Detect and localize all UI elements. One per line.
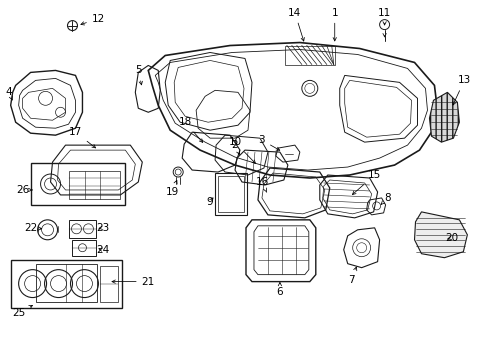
Text: 20: 20: [444, 233, 457, 243]
Text: 5: 5: [135, 66, 142, 85]
Bar: [68, 220, 96, 238]
Text: 7: 7: [347, 267, 356, 285]
Text: 2: 2: [231, 140, 239, 154]
Text: 25: 25: [12, 305, 32, 319]
Text: 10: 10: [228, 137, 255, 163]
Text: 21: 21: [112, 276, 155, 287]
Text: 18: 18: [178, 117, 203, 143]
Text: 19: 19: [165, 180, 179, 197]
Text: 11: 11: [377, 8, 390, 25]
Text: 6: 6: [276, 283, 283, 297]
Bar: [11, 260, 122, 307]
Text: 17: 17: [69, 127, 95, 148]
Text: 26: 26: [16, 185, 32, 195]
Text: 1: 1: [331, 8, 337, 41]
Text: 8: 8: [380, 193, 390, 204]
Text: 23: 23: [96, 223, 109, 233]
Polygon shape: [414, 212, 467, 258]
Bar: [285, 45, 334, 66]
Bar: [31, 163, 125, 205]
Text: 15: 15: [352, 170, 381, 194]
Bar: [100, 266, 118, 302]
Text: 16: 16: [255, 177, 268, 192]
Text: 12: 12: [81, 14, 105, 25]
Text: 22: 22: [24, 223, 41, 233]
Bar: [36, 264, 97, 302]
Bar: [218, 176, 244, 212]
Text: 3: 3: [258, 135, 279, 150]
Text: 13: 13: [452, 75, 470, 105]
Bar: [72, 240, 96, 256]
Text: 24: 24: [96, 245, 109, 255]
Polygon shape: [428, 92, 458, 142]
Text: 9: 9: [206, 197, 213, 207]
Bar: [215, 173, 246, 215]
Text: 4: 4: [5, 87, 13, 100]
Text: 14: 14: [287, 8, 304, 41]
Bar: [68, 171, 120, 199]
